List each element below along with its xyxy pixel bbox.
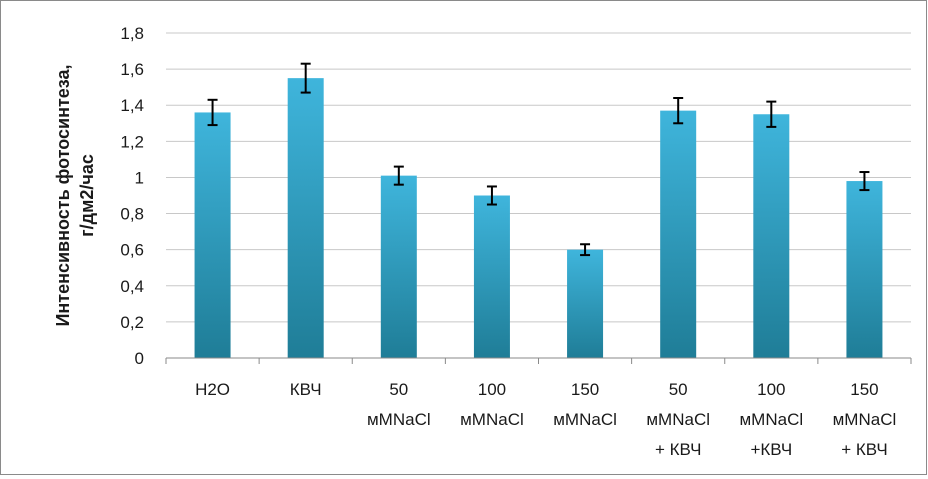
error-bar xyxy=(393,165,404,186)
error-bar xyxy=(207,98,218,127)
x-axis-labels: H2O КВЧ 50 мMNaCl 100 мMNaCl 150 мMNaCl 50 мMNaCl… xyxy=(195,380,896,459)
y-tick-label: 0,6 xyxy=(120,241,144,260)
bar xyxy=(473,195,510,358)
x-tick-label: 100 мMNaCl xyxy=(460,380,524,429)
bar xyxy=(380,175,417,358)
y-axis-title: Интенсивность фотосинтеза, г/дм2/час xyxy=(53,64,97,326)
gridlines xyxy=(166,32,911,323)
error-bar xyxy=(859,171,870,192)
error-bar xyxy=(766,100,777,128)
x-tick-label: 100 мMNaCl +КВЧ xyxy=(739,380,803,459)
y-tick-label: 0 xyxy=(135,349,144,368)
bar xyxy=(846,181,883,358)
y-tick-label: 1,6 xyxy=(120,60,144,79)
bar xyxy=(194,112,231,358)
error-bar xyxy=(486,185,497,206)
y-tick-label: 0,4 xyxy=(120,277,144,296)
y-tick-label: 1,8 xyxy=(120,24,144,43)
error-bar xyxy=(673,97,684,125)
y-axis-label: Интенсивность фотосинтеза, г/дм2/час xyxy=(53,64,97,326)
y-tick-label: 1,4 xyxy=(120,96,144,115)
x-tick-label: H2O xyxy=(195,380,230,399)
y-tick-label: 1 xyxy=(135,168,144,187)
x-tick-label: 50 мMNaCl xyxy=(367,380,431,429)
x-tick-label: 50 мMNaCl + КВЧ xyxy=(646,380,710,459)
error-bar xyxy=(580,243,591,257)
x-tick-label: КВЧ xyxy=(290,380,322,399)
y-tick-label: 1,2 xyxy=(120,132,144,151)
error-bar xyxy=(300,62,311,94)
bars xyxy=(194,78,883,358)
x-axis xyxy=(165,357,912,364)
bar xyxy=(567,249,604,358)
y-axis-ticks: 0 0,2 0,4 0,6 0,8 1 1,2 1,4 1,6 1,8 xyxy=(120,24,144,368)
y-tick-label: 0,8 xyxy=(120,205,144,224)
bar xyxy=(287,78,324,358)
x-tick-label: 150 мMNaCl + КВЧ xyxy=(833,380,897,459)
bar xyxy=(660,110,697,358)
error-bars xyxy=(207,62,870,257)
x-tick-label: 150 мMNaCl xyxy=(553,380,617,429)
bar xyxy=(753,114,790,358)
y-tick-label: 0,2 xyxy=(120,313,144,332)
